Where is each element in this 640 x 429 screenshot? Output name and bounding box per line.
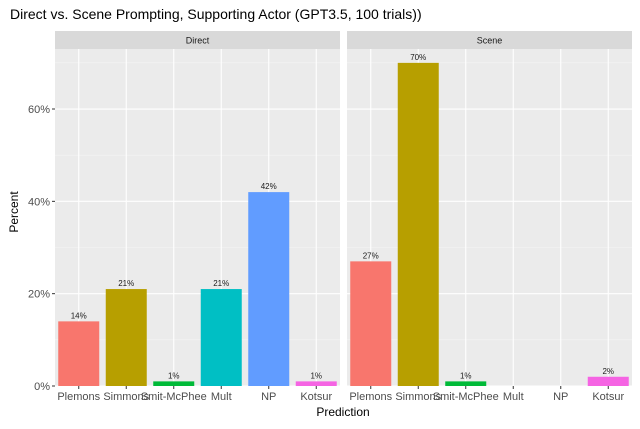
y-axis: 0% 20% 40% 60% [28, 104, 55, 393]
x-tick-label: Simmons [103, 391, 149, 403]
data-label: 1% [310, 371, 322, 380]
panel-scene: Scene 27% Plemons 70% Simmons 1% Smit-McPhee Mu… [347, 31, 632, 403]
x-tick-label: Plemons [57, 391, 100, 403]
y-tick-label: 20% [28, 289, 50, 301]
panel-direct: Direct 14% Plemons 21% Simmons 1% Smit-McPhee 2… [55, 31, 340, 403]
data-label: 2% [602, 367, 614, 376]
bar-smit-mcphee [153, 381, 195, 386]
data-label: 70% [410, 53, 426, 62]
x-tick-label: Plemons [349, 391, 392, 403]
x-tick-label: Kotsur [300, 391, 332, 403]
x-tick-label: Kotsur [592, 391, 624, 403]
x-tick-label: Mult [211, 391, 232, 403]
panels: Direct 14% Plemons 21% Simmons 1% Smit-McPhee 2… [55, 31, 632, 403]
x-tick-label: Smit-McPhee [433, 391, 499, 403]
data-label: 1% [168, 371, 180, 380]
x-axis-title: Prediction [316, 405, 369, 419]
x-tick-label: NP [261, 391, 276, 403]
y-tick-label: 0% [34, 381, 50, 393]
bar-simmons [105, 289, 147, 386]
panel-background [55, 49, 340, 386]
bar-kotsur [295, 381, 337, 386]
bar-kotsur [587, 376, 629, 386]
x-tick-label: Smit-McPhee [141, 391, 207, 403]
facet-strip-label: Direct [186, 36, 210, 46]
y-tick-label: 40% [28, 196, 50, 208]
bar-plemons [58, 321, 100, 386]
facet-strip [55, 31, 340, 49]
x-tick-label: Mult [503, 391, 524, 403]
bar-smit-mcphee [445, 381, 487, 386]
chart-title: Direct vs. Scene Prompting, Supporting A… [10, 6, 422, 22]
panel-background [347, 49, 632, 386]
data-label: 42% [261, 182, 277, 191]
bar-plemons [350, 261, 392, 386]
data-label: 21% [118, 279, 134, 288]
bar-simmons [397, 62, 439, 387]
facet-strip [347, 31, 632, 49]
data-label: 21% [213, 279, 229, 288]
y-tick-label: 60% [28, 104, 50, 116]
bar-mult [200, 289, 242, 386]
x-tick-label: NP [553, 391, 568, 403]
bar-np [248, 192, 290, 386]
data-label: 27% [363, 251, 379, 260]
data-label: 14% [71, 311, 87, 320]
facet-strip-label: Scene [477, 36, 503, 46]
x-tick-label: Simmons [395, 391, 441, 403]
y-axis-title: Percent [7, 191, 21, 233]
data-label: 1% [460, 371, 472, 380]
